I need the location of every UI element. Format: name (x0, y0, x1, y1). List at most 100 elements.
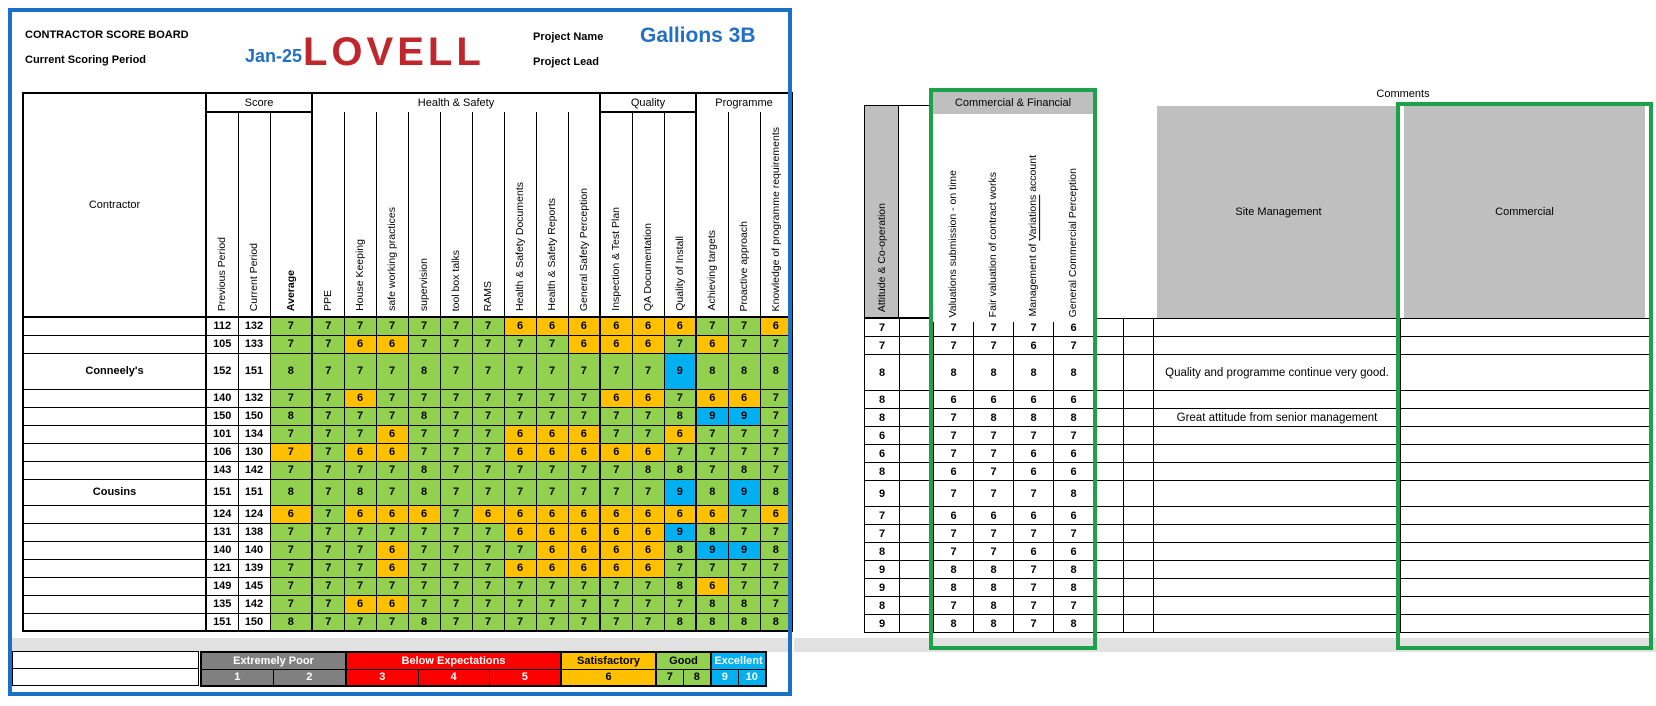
score-cell[interactable]: 7 (663, 334, 697, 354)
site-management-comment-cell[interactable] (1153, 318, 1401, 337)
site-management-comment-cell[interactable] (1153, 506, 1401, 525)
average-score-cell[interactable]: 6 (269, 504, 313, 524)
score-cell[interactable]: 8 (631, 460, 665, 480)
score-cell[interactable]: 7 (727, 316, 761, 336)
score-cell[interactable]: 7 (663, 594, 697, 614)
score-cell[interactable]: 7 (407, 576, 441, 596)
score-cell[interactable]: 8 (663, 540, 697, 560)
score-cell[interactable]: 8 (663, 406, 697, 426)
current-period-cell[interactable]: 145 (237, 576, 271, 596)
score-cell[interactable]: 7 (503, 478, 537, 506)
score-cell[interactable]: 6 (631, 558, 665, 578)
score-cell[interactable]: 9 (727, 540, 761, 560)
site-management-comment-cell[interactable] (1153, 462, 1401, 481)
score-cell[interactable]: 7 (439, 442, 473, 462)
score-cell[interactable]: 7 (503, 334, 537, 354)
score-cell[interactable]: 8 (695, 612, 729, 632)
average-score-cell[interactable]: 8 (269, 406, 313, 426)
score-cell[interactable]: 7 (503, 460, 537, 480)
commercial-score-cell[interactable]: 6 (1053, 542, 1094, 561)
commercial-score-cell[interactable]: 7 (973, 336, 1014, 355)
score-cell[interactable]: 7 (343, 576, 377, 596)
score-cell[interactable]: 7 (471, 406, 505, 426)
site-management-comment-cell[interactable] (1153, 426, 1401, 445)
score-cell[interactable]: 6 (599, 522, 633, 542)
site-management-comment-cell[interactable] (1153, 578, 1401, 597)
score-cell[interactable]: 7 (567, 352, 601, 390)
commercial-score-cell[interactable]: 7 (1053, 524, 1094, 543)
commercial-score-cell[interactable]: 7 (1013, 614, 1054, 633)
commercial-score-cell[interactable]: 8 (1053, 408, 1094, 427)
commercial-comment-cell[interactable] (1400, 506, 1650, 525)
score-cell[interactable]: 8 (695, 352, 729, 390)
contractor-name-cell[interactable] (22, 334, 207, 354)
commercial-score-cell[interactable]: 7 (973, 480, 1014, 507)
score-cell[interactable]: 6 (759, 316, 793, 336)
score-cell[interactable]: 7 (439, 406, 473, 426)
score-cell[interactable]: 6 (503, 316, 537, 336)
previous-period-cell[interactable]: 150 (205, 406, 239, 426)
score-cell[interactable]: 8 (727, 460, 761, 480)
score-cell[interactable]: 7 (375, 612, 409, 632)
average-score-cell[interactable]: 7 (269, 540, 313, 560)
previous-period-cell[interactable]: 121 (205, 558, 239, 578)
score-cell[interactable]: 8 (727, 612, 761, 632)
commercial-score-cell[interactable]: 7 (973, 426, 1014, 445)
score-cell[interactable]: 6 (407, 504, 441, 524)
site-management-comment-cell[interactable] (1153, 524, 1401, 543)
score-cell[interactable]: 6 (535, 424, 569, 444)
site-management-comment-cell[interactable] (1153, 336, 1401, 355)
current-period-cell[interactable]: 130 (237, 442, 271, 462)
current-period-cell[interactable]: 124 (237, 504, 271, 524)
score-cell[interactable]: 7 (375, 460, 409, 480)
score-cell[interactable]: 7 (535, 478, 569, 506)
score-cell[interactable]: 6 (695, 334, 729, 354)
score-cell[interactable]: 7 (375, 406, 409, 426)
previous-period-cell[interactable]: 105 (205, 334, 239, 354)
score-cell[interactable]: 6 (567, 540, 601, 560)
score-cell[interactable]: 7 (759, 424, 793, 444)
score-cell[interactable]: 7 (503, 612, 537, 632)
score-cell[interactable]: 8 (695, 478, 729, 506)
commercial-score-cell[interactable]: 7 (1013, 596, 1054, 615)
score-cell[interactable]: 7 (311, 406, 345, 426)
score-cell[interactable]: 7 (503, 406, 537, 426)
contractor-name-cell[interactable] (22, 442, 207, 462)
score-cell[interactable]: 7 (471, 334, 505, 354)
average-score-cell[interactable]: 7 (269, 442, 313, 462)
score-cell[interactable]: 7 (567, 460, 601, 480)
contractor-name-cell[interactable] (22, 612, 207, 632)
current-period-cell[interactable]: 151 (237, 478, 271, 506)
commercial-score-cell[interactable]: 8 (973, 614, 1014, 633)
score-cell[interactable]: 7 (567, 388, 601, 408)
score-cell[interactable]: 8 (759, 352, 793, 390)
score-cell[interactable]: 6 (631, 442, 665, 462)
score-cell[interactable]: 6 (663, 316, 697, 336)
current-period-cell[interactable]: 132 (237, 388, 271, 408)
site-management-comment-cell[interactable]: Quality and programme continue very good… (1153, 354, 1401, 391)
commercial-score-cell[interactable]: 6 (933, 390, 974, 409)
score-cell[interactable]: 7 (471, 478, 505, 506)
attitude-score-cell[interactable]: 8 (864, 542, 900, 561)
attitude-score-cell[interactable]: 6 (864, 426, 900, 445)
current-period-cell[interactable]: 151 (237, 352, 271, 390)
score-cell[interactable]: 7 (311, 594, 345, 614)
commercial-score-cell[interactable]: 8 (1053, 480, 1094, 507)
score-cell[interactable]: 7 (759, 558, 793, 578)
commercial-score-cell[interactable]: 8 (973, 354, 1014, 391)
contractor-name-cell[interactable]: Cousins (22, 478, 207, 506)
score-cell[interactable]: 7 (663, 558, 697, 578)
score-cell[interactable]: 7 (407, 594, 441, 614)
score-cell[interactable]: 6 (535, 504, 569, 524)
score-cell[interactable]: 7 (439, 388, 473, 408)
score-cell[interactable]: 7 (343, 406, 377, 426)
score-cell[interactable]: 7 (407, 424, 441, 444)
score-cell[interactable]: 7 (439, 424, 473, 444)
score-cell[interactable]: 7 (631, 478, 665, 506)
commercial-score-cell[interactable]: 8 (1053, 560, 1094, 579)
score-cell[interactable]: 6 (375, 540, 409, 560)
score-cell[interactable]: 9 (727, 406, 761, 426)
contractor-name-cell[interactable] (22, 406, 207, 426)
score-cell[interactable]: 7 (663, 442, 697, 462)
score-cell[interactable]: 6 (695, 576, 729, 596)
